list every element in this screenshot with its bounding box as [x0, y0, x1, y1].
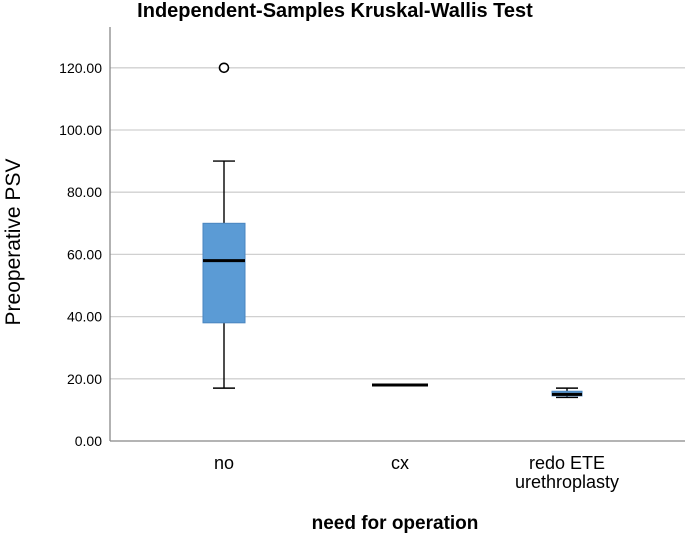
x-tick-label: redo ETE [529, 453, 605, 473]
x-tick-label: cx [391, 453, 409, 473]
y-tick-label: 20.00 [67, 371, 102, 387]
plot-area: 0.00 20.00 40.00 60.00 80.00 100.00 120.00 no cx… [59, 27, 685, 492]
x-axis-label: need for operation [312, 513, 479, 534]
outlier-point [218, 62, 230, 74]
y-tick-label: 40.00 [67, 309, 102, 325]
y-tick-label: 100.00 [59, 122, 102, 138]
x-tick-label: urethroplasty [515, 472, 619, 492]
chart-title: Independent-Samples Kruskal-Wallis Test [137, 0, 533, 22]
box [202, 222, 246, 324]
y-axis-label: Preoperative PSV [2, 159, 25, 326]
y-tick-label: 120.00 [59, 60, 102, 76]
y-tick-label: 80.00 [67, 184, 102, 200]
x-tick-label: no [214, 453, 234, 473]
y-tick-label: 0.00 [75, 433, 102, 449]
y-tick-label: 60.00 [67, 246, 102, 262]
